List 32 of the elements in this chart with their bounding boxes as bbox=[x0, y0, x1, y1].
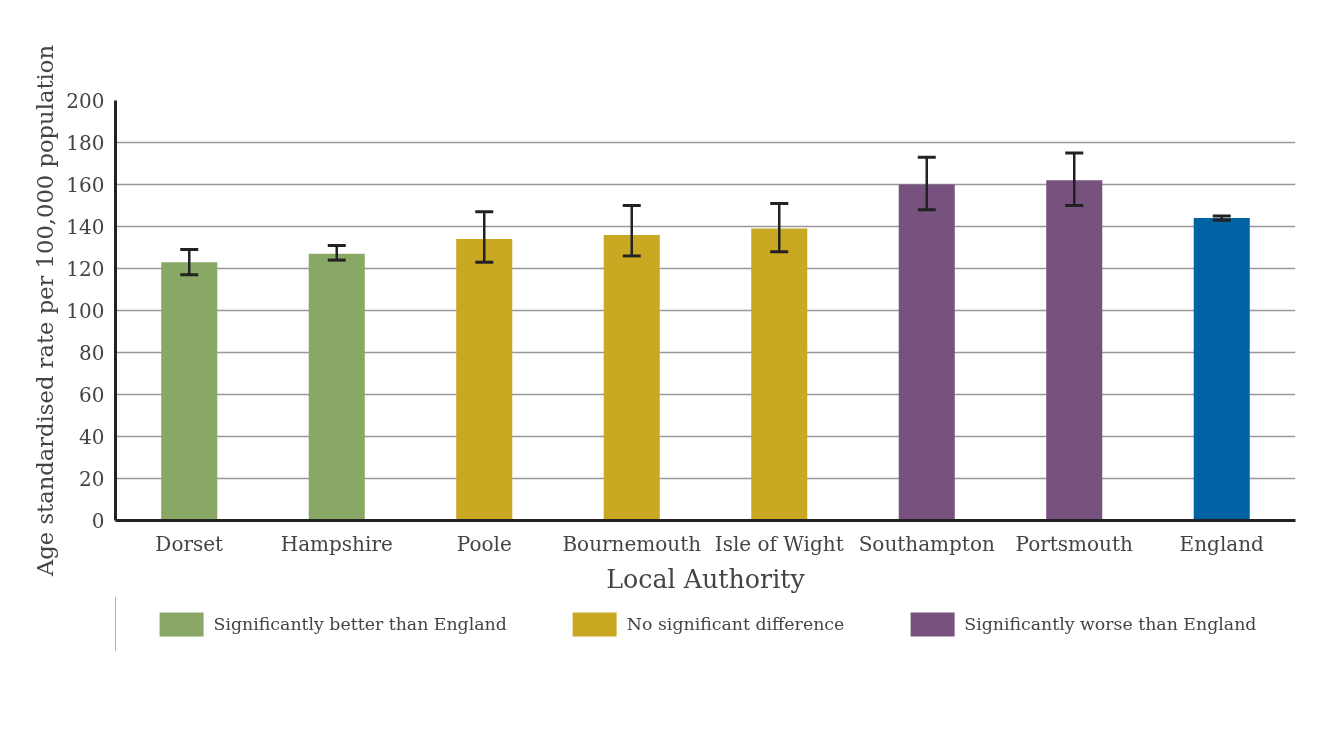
x-axis-title: Local Authority bbox=[606, 563, 806, 594]
bar bbox=[898, 184, 955, 521]
y-tick-label: 200 bbox=[66, 89, 105, 113]
legend-label: Significantly worse than England bbox=[964, 613, 1257, 634]
y-tick-label: 40 bbox=[79, 425, 105, 449]
x-tick-label: Isle of Wight bbox=[714, 531, 844, 556]
bar bbox=[751, 228, 808, 521]
x-tick-label: Portsmouth bbox=[1015, 531, 1134, 556]
x-tick-label: Dorset bbox=[155, 531, 224, 556]
bar bbox=[1193, 218, 1250, 521]
y-tick-label: 20 bbox=[79, 467, 105, 491]
y-tick-label: 100 bbox=[66, 299, 105, 323]
bar bbox=[603, 234, 660, 521]
x-tick-label: Bournemouth bbox=[562, 531, 702, 556]
y-tick-label: 180 bbox=[66, 131, 105, 155]
y-tick-label: 160 bbox=[66, 173, 105, 197]
x-tick-label: Southampton bbox=[858, 531, 995, 556]
y-tick-label: 60 bbox=[79, 383, 105, 407]
legend-label: No significant difference bbox=[626, 613, 845, 634]
y-axis-title: Age standardised rate per 100,000 population bbox=[32, 44, 59, 578]
y-tick-label: 120 bbox=[66, 257, 105, 281]
legend-label: Significantly better than England bbox=[213, 613, 507, 634]
x-tick-label: Hampshire bbox=[280, 531, 393, 556]
bar bbox=[308, 253, 365, 521]
bar bbox=[456, 239, 513, 521]
y-tick-label: 80 bbox=[79, 341, 105, 365]
bar bbox=[1046, 180, 1103, 521]
y-tick-label: 0 bbox=[91, 509, 105, 533]
x-tick-label: England bbox=[1179, 531, 1265, 556]
y-tick-label: 140 bbox=[66, 215, 105, 239]
bar bbox=[161, 262, 218, 521]
x-tick-label: Poole bbox=[456, 531, 512, 556]
